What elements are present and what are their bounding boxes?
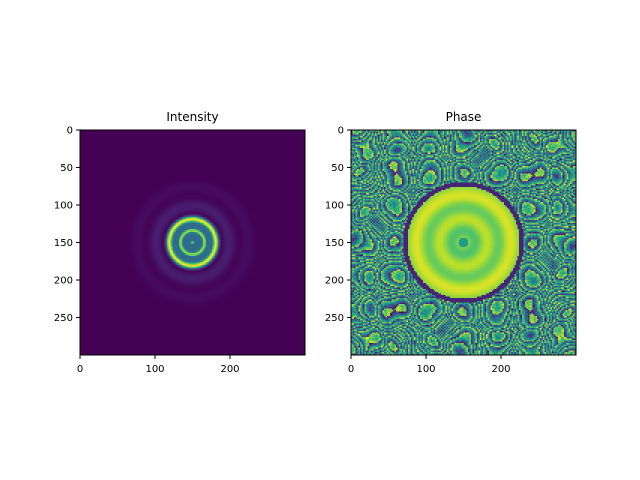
y-tick-label: 200 xyxy=(54,276,73,287)
intensity-panel: Intensity 0 100 200 0 50 100 150 200 250 xyxy=(54,110,306,375)
x-tick-label: 0 xyxy=(348,364,354,375)
x-tick-label: 0 xyxy=(77,364,83,375)
chart-title: Phase xyxy=(446,110,482,124)
y-tick-label: 100 xyxy=(54,201,73,212)
y-tick-label: 0 xyxy=(67,126,73,137)
y-tick-label: 250 xyxy=(325,313,344,324)
y-tick-label: 150 xyxy=(325,238,344,249)
y-tick-label: 50 xyxy=(60,163,73,174)
y-tick-label: 0 xyxy=(338,126,344,137)
y-tick-label: 200 xyxy=(325,276,344,287)
phase-panel: Phase 0 100 200 0 50 100 150 200 250 xyxy=(325,110,577,375)
heatmap-image xyxy=(351,130,576,355)
chart-title: Intensity xyxy=(166,110,218,124)
x-tick-label: 200 xyxy=(491,364,510,375)
x-tick-label: 200 xyxy=(220,364,239,375)
y-tick-label: 100 xyxy=(325,201,344,212)
heatmap-image xyxy=(80,130,305,355)
y-tick-label: 50 xyxy=(331,163,344,174)
y-tick-label: 150 xyxy=(54,238,73,249)
x-tick-label: 100 xyxy=(145,364,164,375)
y-tick-label: 250 xyxy=(54,313,73,324)
x-tick-label: 100 xyxy=(416,364,435,375)
